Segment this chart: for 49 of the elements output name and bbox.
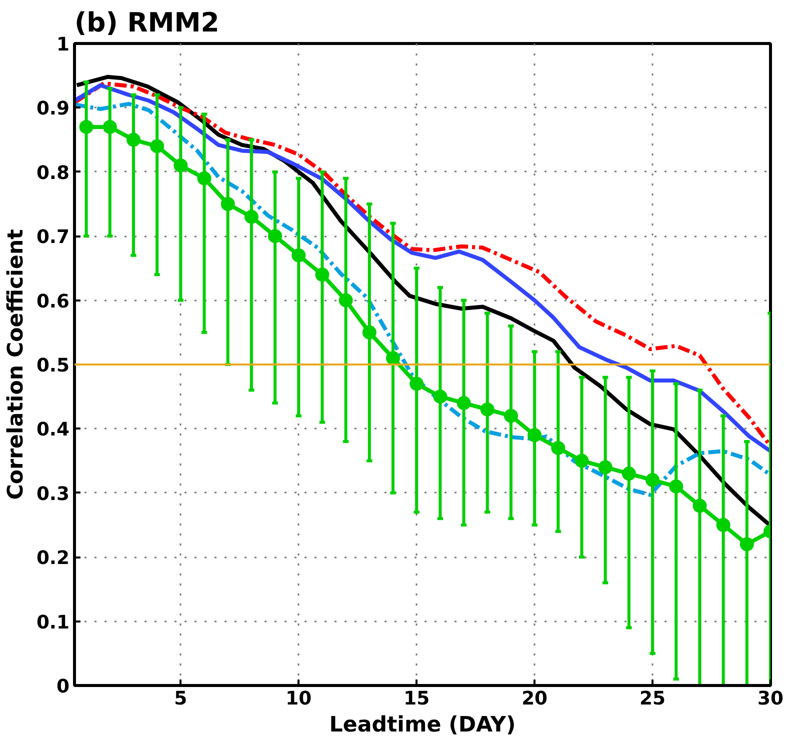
point (386, 351, 400, 366)
point (669, 479, 684, 494)
y-tick-label: 0.3 (36, 484, 70, 505)
y-tick-label: 0.7 (36, 227, 70, 248)
x-tick-label: 30 (758, 688, 784, 710)
point (102, 120, 117, 134)
y-tick-label: 0.4 (36, 420, 70, 441)
point (268, 229, 282, 244)
point (598, 460, 612, 474)
point (574, 454, 589, 468)
point (456, 396, 471, 410)
x-tick-label: 5 (174, 688, 188, 710)
point (504, 408, 518, 423)
point (410, 376, 424, 391)
point (197, 171, 212, 186)
point (692, 498, 707, 513)
point (528, 428, 542, 442)
point (292, 248, 306, 262)
point (79, 120, 94, 134)
y-tick-label: 0 (56, 676, 70, 698)
point (244, 210, 258, 224)
point (646, 473, 660, 488)
x-tick-label: 25 (640, 688, 666, 710)
point (362, 325, 376, 340)
x-tick-label: 20 (522, 688, 548, 710)
point (220, 197, 235, 211)
point (174, 158, 188, 172)
point (716, 518, 730, 532)
point (150, 139, 164, 154)
y-tick-label: 1 (56, 34, 70, 56)
point (315, 268, 330, 282)
y-tick-label: 0.2 (36, 548, 70, 570)
point (740, 537, 754, 552)
y-tick-label: 0.1 (36, 612, 70, 634)
point (480, 402, 494, 416)
point (622, 466, 636, 481)
point (338, 293, 353, 308)
point (551, 440, 566, 455)
y-tick-label: 0.8 (36, 162, 70, 184)
y-tick-label: 0.9 (36, 98, 70, 120)
y-tick-label: 0.5 (36, 356, 70, 376)
y-tick-label: 0.6 (36, 291, 70, 312)
x-tick-label: 15 (404, 688, 430, 710)
y-axis-title: Correlation Coefficient (3, 229, 28, 500)
x-axis-title: Leadtime (DAY) (329, 712, 516, 738)
chart-title: (b) RMM2 (74, 8, 220, 38)
x-tick-label: 10 (286, 688, 312, 710)
point (126, 132, 140, 147)
point (433, 390, 448, 404)
